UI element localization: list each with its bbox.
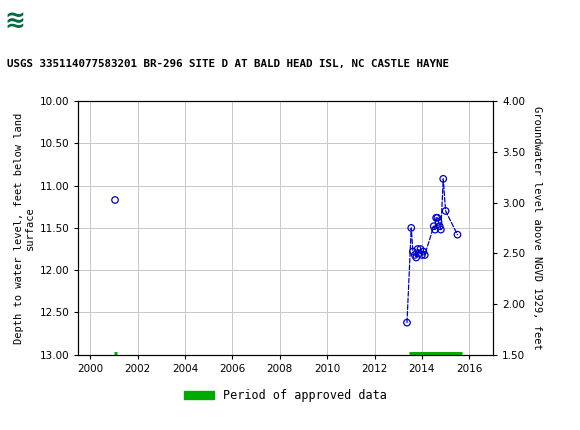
Point [420,252,429,258]
Point [403,319,412,326]
Point [432,214,441,221]
Point [430,226,440,233]
Point [433,214,442,221]
Point [412,254,421,261]
Legend: Period of approved data: Period of approved data [180,384,392,407]
Text: ≋: ≋ [5,9,26,34]
Point [408,248,418,255]
Point [419,248,428,255]
Point [429,223,438,230]
Point [407,224,416,231]
Point [415,250,424,257]
Point [417,252,426,258]
Point [436,226,445,233]
Text: USGS 335114077583201 BR-296 SITE D AT BALD HEAD ISL, NC CASTLE HAYNE: USGS 335114077583201 BR-296 SITE D AT BA… [7,58,449,69]
Point [413,246,422,252]
Y-axis label: Groundwater level above NGVD 1929, feet: Groundwater level above NGVD 1929, feet [532,106,542,350]
Point [410,252,419,258]
Y-axis label: Depth to water level, feet below land
surface: Depth to water level, feet below land su… [14,112,35,344]
Point [435,223,444,230]
Point [441,208,450,215]
FancyBboxPatch shape [5,4,54,41]
Point [434,218,443,225]
Text: USGS: USGS [61,12,121,31]
Point [416,246,425,252]
Point [438,175,448,182]
Point [453,231,462,238]
Point [110,197,119,203]
